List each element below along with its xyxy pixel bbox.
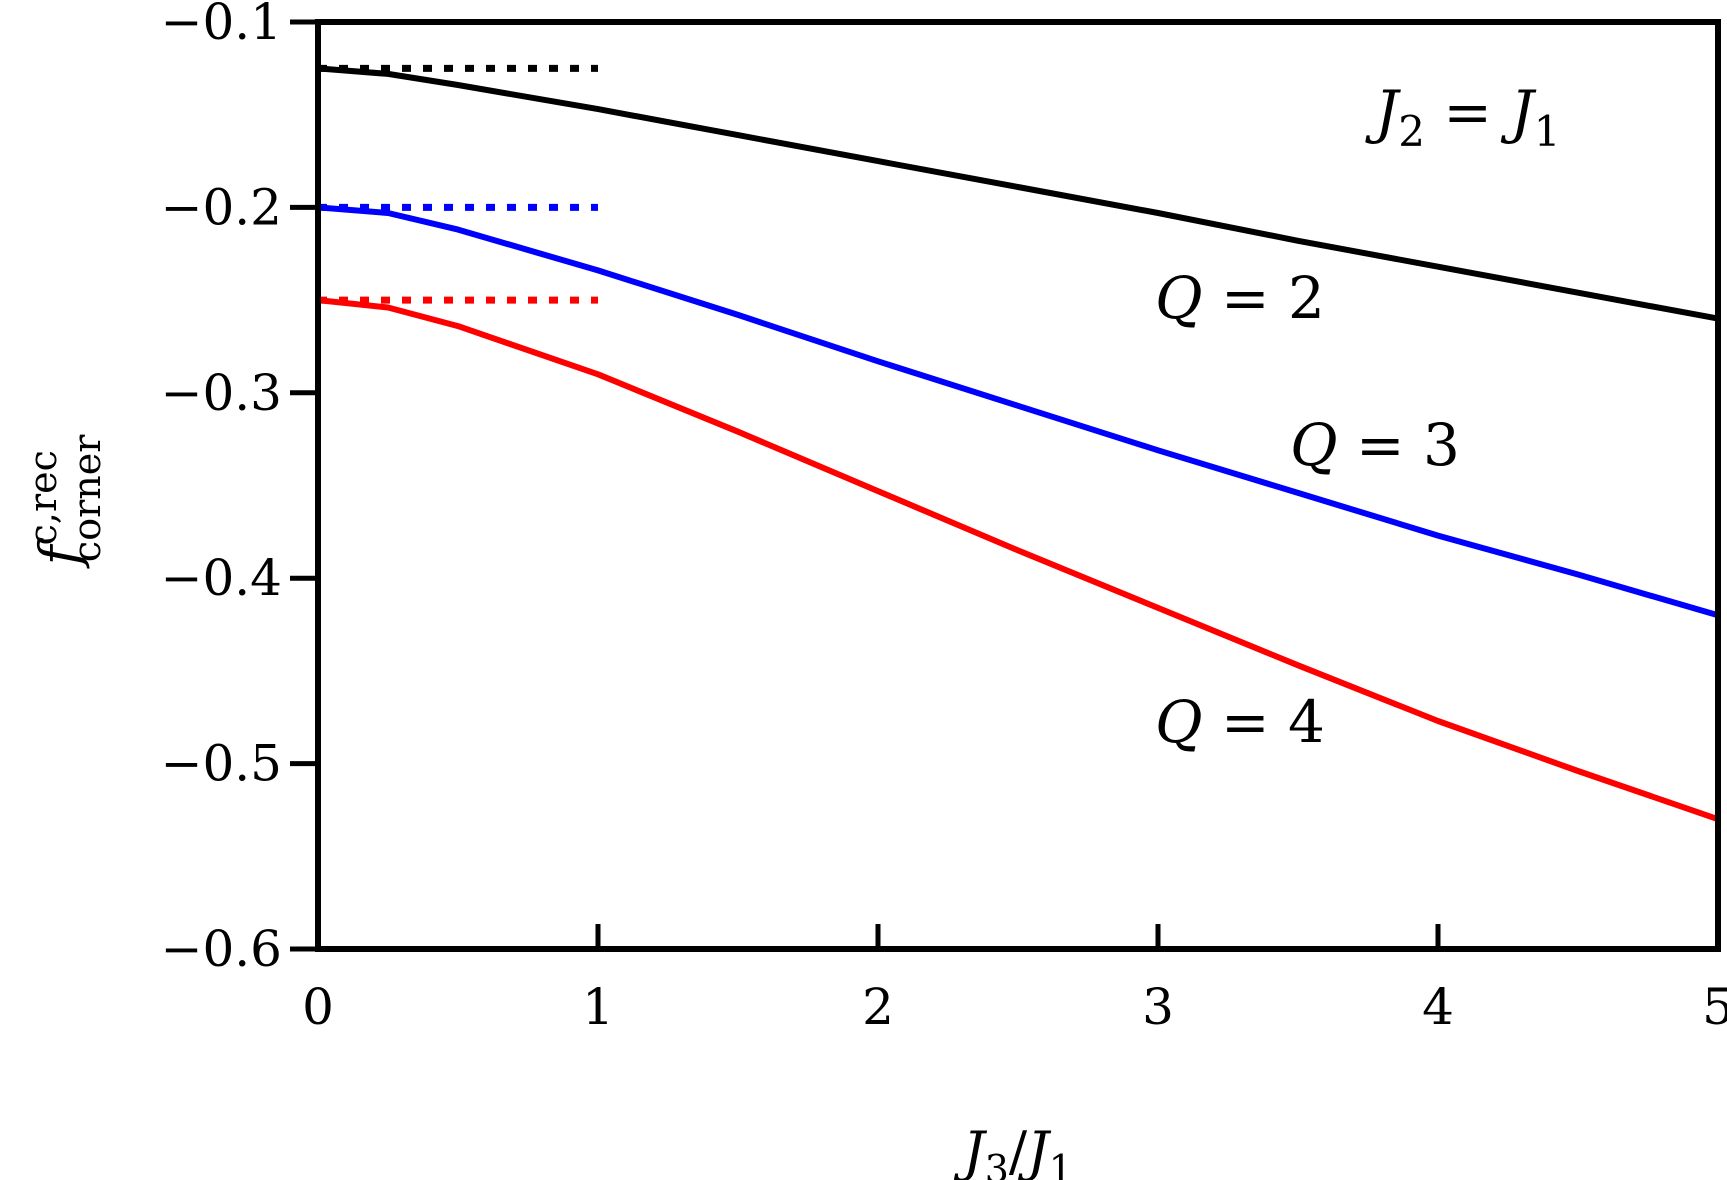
series-line-1 bbox=[317, 204, 1719, 619]
x-tick-label: 1 bbox=[582, 978, 614, 1036]
series-label-q2: Q = 2 bbox=[1155, 264, 1325, 332]
y-tick-label: −0.5 bbox=[161, 735, 282, 793]
series-line-0 bbox=[317, 65, 1719, 322]
y-tick-label: −0.4 bbox=[161, 549, 282, 607]
x-tick-label: 5 bbox=[1702, 978, 1727, 1036]
reference-lines bbox=[318, 64, 598, 304]
y-tick-label: −0.2 bbox=[161, 178, 282, 236]
series-layer bbox=[317, 65, 1719, 823]
parameter-annotation: J2 = J1 bbox=[1365, 78, 1560, 156]
x-tick-label: 3 bbox=[1142, 978, 1174, 1036]
x-tick-label: 4 bbox=[1422, 978, 1454, 1036]
y-tick-label: −0.3 bbox=[161, 364, 282, 422]
y-axis-label: fc,reccorner bbox=[21, 434, 109, 570]
plot-frame bbox=[315, 19, 1721, 952]
y-axis: −0.1 −0.2 −0.3 −0.4 −0.5 −0.6 bbox=[161, 0, 318, 978]
series-label-q4: Q = 4 bbox=[1155, 688, 1325, 756]
x-tick-label: 0 bbox=[302, 978, 334, 1036]
y-tick-label: −0.1 bbox=[161, 0, 282, 51]
x-axis-label: J3/J1 bbox=[953, 1120, 1073, 1180]
y-tick-label: −0.6 bbox=[161, 920, 282, 978]
series-line-2 bbox=[317, 297, 1719, 823]
x-tick-label: 2 bbox=[862, 978, 894, 1036]
x-axis: 0 1 2 3 4 5 bbox=[302, 924, 1727, 1036]
series-label-q3: Q = 3 bbox=[1290, 411, 1460, 479]
